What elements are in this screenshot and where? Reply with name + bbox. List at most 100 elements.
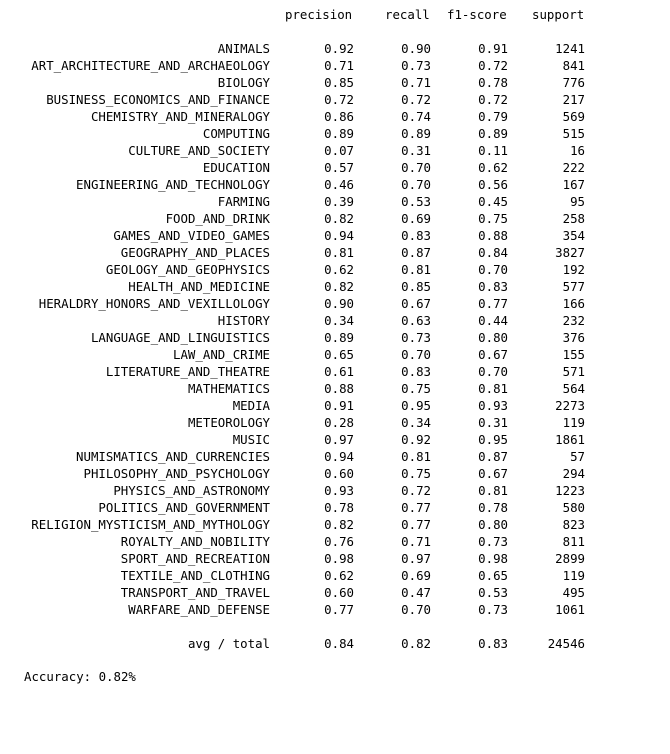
- f1-score-value: 0.98: [478, 551, 508, 566]
- class-label: BIOLOGY: [217, 75, 270, 90]
- precision-value: 0.46: [324, 177, 354, 192]
- class-label: BUSINESS_ECONOMICS_AND_FINANCE: [46, 92, 270, 107]
- precision-value: 0.97: [324, 432, 354, 447]
- precision-value: 0.77: [324, 602, 354, 617]
- precision-value: 0.85: [324, 75, 354, 90]
- f1-score-value: 0.73: [478, 534, 508, 549]
- precision-value: 0.94: [324, 228, 354, 243]
- precision-value: 0.71: [324, 58, 354, 73]
- support-value: 166: [562, 296, 585, 311]
- report-row: HISTORY 0.34 0.63 0.44 232: [0, 312, 670, 329]
- support-value: 16: [570, 143, 585, 158]
- f1-score-value: 0.72: [478, 58, 508, 73]
- precision-value: 0.89: [324, 330, 354, 345]
- report-row: GAMES_AND_VIDEO_GAMES 0.94 0.83 0.88 354: [0, 227, 670, 244]
- precision-value: 0.92: [324, 41, 354, 56]
- recall-value: 0.73: [401, 58, 431, 73]
- recall-value: 0.70: [401, 347, 431, 362]
- precision-value: 0.82: [324, 517, 354, 532]
- precision-value: 0.62: [324, 262, 354, 277]
- recall-value: 0.75: [401, 381, 431, 396]
- report-row: RELIGION_MYSTICISM_AND_MYTHOLOGY 0.82 0.77…: [0, 516, 670, 533]
- support-value: 564: [562, 381, 585, 396]
- support-value: 3827: [555, 245, 585, 260]
- support-value: 1241: [555, 41, 585, 56]
- recall-value: 0.81: [401, 262, 431, 277]
- accuracy-text: Accuracy: 0.82%: [24, 669, 136, 684]
- class-label: METEOROLOGY: [187, 415, 270, 430]
- support-value: 155: [562, 347, 585, 362]
- report-row: ROYALTY_AND_NOBILITY 0.76 0.71 0.73 811: [0, 533, 670, 550]
- precision-value: 0.81: [324, 245, 354, 260]
- recall-value: 0.47: [401, 585, 431, 600]
- report-row: POLITICS_AND_GOVERNMENT 0.78 0.77 0.78 580: [0, 499, 670, 516]
- class-label: SPORT_AND_RECREATION: [120, 551, 270, 566]
- report-row: GEOLOGY_AND_GEOPHYSICS 0.62 0.81 0.70 192: [0, 261, 670, 278]
- f1-score-value: 0.78: [478, 500, 508, 515]
- recall-value: 0.97: [401, 551, 431, 566]
- report-row: ENGINEERING_AND_TECHNOLOGY 0.46 0.70 0.56 16…: [0, 176, 670, 193]
- recall-value: 0.85: [401, 279, 431, 294]
- precision-value: 0.61: [324, 364, 354, 379]
- class-label: LITERATURE_AND_THEATRE: [105, 364, 270, 379]
- recall-value: 0.83: [401, 228, 431, 243]
- f1-score-value: 0.53: [478, 585, 508, 600]
- class-label: TRANSPORT_AND_TRAVEL: [120, 585, 270, 600]
- support-value: 515: [562, 126, 585, 141]
- report-row: MEDIA 0.91 0.95 0.93 2273: [0, 397, 670, 414]
- f1-score-value: 0.62: [478, 160, 508, 175]
- precision-value: 0.89: [324, 126, 354, 141]
- precision-header: precision: [285, 7, 353, 22]
- recall-value: 0.90: [401, 41, 431, 56]
- support-value: 1861: [555, 432, 585, 447]
- class-label: ENGINEERING_AND_TECHNOLOGY: [76, 177, 270, 192]
- report-row: WARFARE_AND_DEFENSE 0.77 0.70 0.73 1061: [0, 601, 670, 618]
- recall-header: recall: [385, 7, 430, 22]
- support-value: 119: [562, 415, 585, 430]
- recall-value: 0.95: [401, 398, 431, 413]
- classification-report: precision recall f1-score support ANIMAL…: [0, 6, 670, 651]
- avg-total-label: avg / total: [187, 636, 270, 651]
- f1-score-value: 0.77: [478, 296, 508, 311]
- f1-score-value: 0.44: [478, 313, 508, 328]
- report-row: BIOLOGY 0.85 0.71 0.78 776: [0, 74, 670, 91]
- recall-value: 0.71: [401, 534, 431, 549]
- f1-score-value: 0.87: [478, 449, 508, 464]
- f1-score-value: 0.93: [478, 398, 508, 413]
- report-row: MATHEMATICS 0.88 0.75 0.81 564: [0, 380, 670, 397]
- report-row: CULTURE_AND_SOCIETY 0.07 0.31 0.11 16: [0, 142, 670, 159]
- report-row: COMPUTING 0.89 0.89 0.89 515: [0, 125, 670, 142]
- support-value: 569: [562, 109, 585, 124]
- report-row: MUSIC 0.97 0.92 0.95 1861: [0, 431, 670, 448]
- recall-value: 0.53: [401, 194, 431, 209]
- support-value: 232: [562, 313, 585, 328]
- f1-score-value: 0.78: [478, 75, 508, 90]
- f1-score-value: 0.65: [478, 568, 508, 583]
- report-row: LANGUAGE_AND_LINGUISTICS 0.89 0.73 0.80 376: [0, 329, 670, 346]
- f1-score-value: 0.31: [478, 415, 508, 430]
- precision-value: 0.60: [324, 585, 354, 600]
- recall-value: 0.70: [401, 160, 431, 175]
- recall-value: 0.81: [401, 449, 431, 464]
- precision-value: 0.90: [324, 296, 354, 311]
- precision-value: 0.72: [324, 92, 354, 107]
- class-label: GEOGRAPHY_AND_PLACES: [120, 245, 270, 260]
- class-label: CHEMISTRY_AND_MINERALOGY: [90, 109, 270, 124]
- class-label: GAMES_AND_VIDEO_GAMES: [113, 228, 270, 243]
- precision-value: 0.78: [324, 500, 354, 515]
- report-row: GEOGRAPHY_AND_PLACES 0.81 0.87 0.84 3827: [0, 244, 670, 261]
- precision-value: 0.88: [324, 381, 354, 396]
- f1-score-value: 0.84: [478, 245, 508, 260]
- report-row: ART_ARCHITECTURE_AND_ARCHAEOLOGY 0.71 0.73…: [0, 57, 670, 74]
- precision-value: 0.07: [324, 143, 354, 158]
- class-label: LANGUAGE_AND_LINGUISTICS: [90, 330, 270, 345]
- support-value: 192: [562, 262, 585, 277]
- f1-score-value: 0.70: [478, 364, 508, 379]
- report-row: LITERATURE_AND_THEATRE 0.61 0.83 0.70 571: [0, 363, 670, 380]
- f1-score-value: 0.80: [478, 330, 508, 345]
- recall-value: 0.83: [401, 364, 431, 379]
- precision-value: 0.94: [324, 449, 354, 464]
- report-header-row: precision recall f1-score support: [0, 6, 670, 23]
- recall-value: 0.31: [401, 143, 431, 158]
- class-label: COMPUTING: [202, 126, 270, 141]
